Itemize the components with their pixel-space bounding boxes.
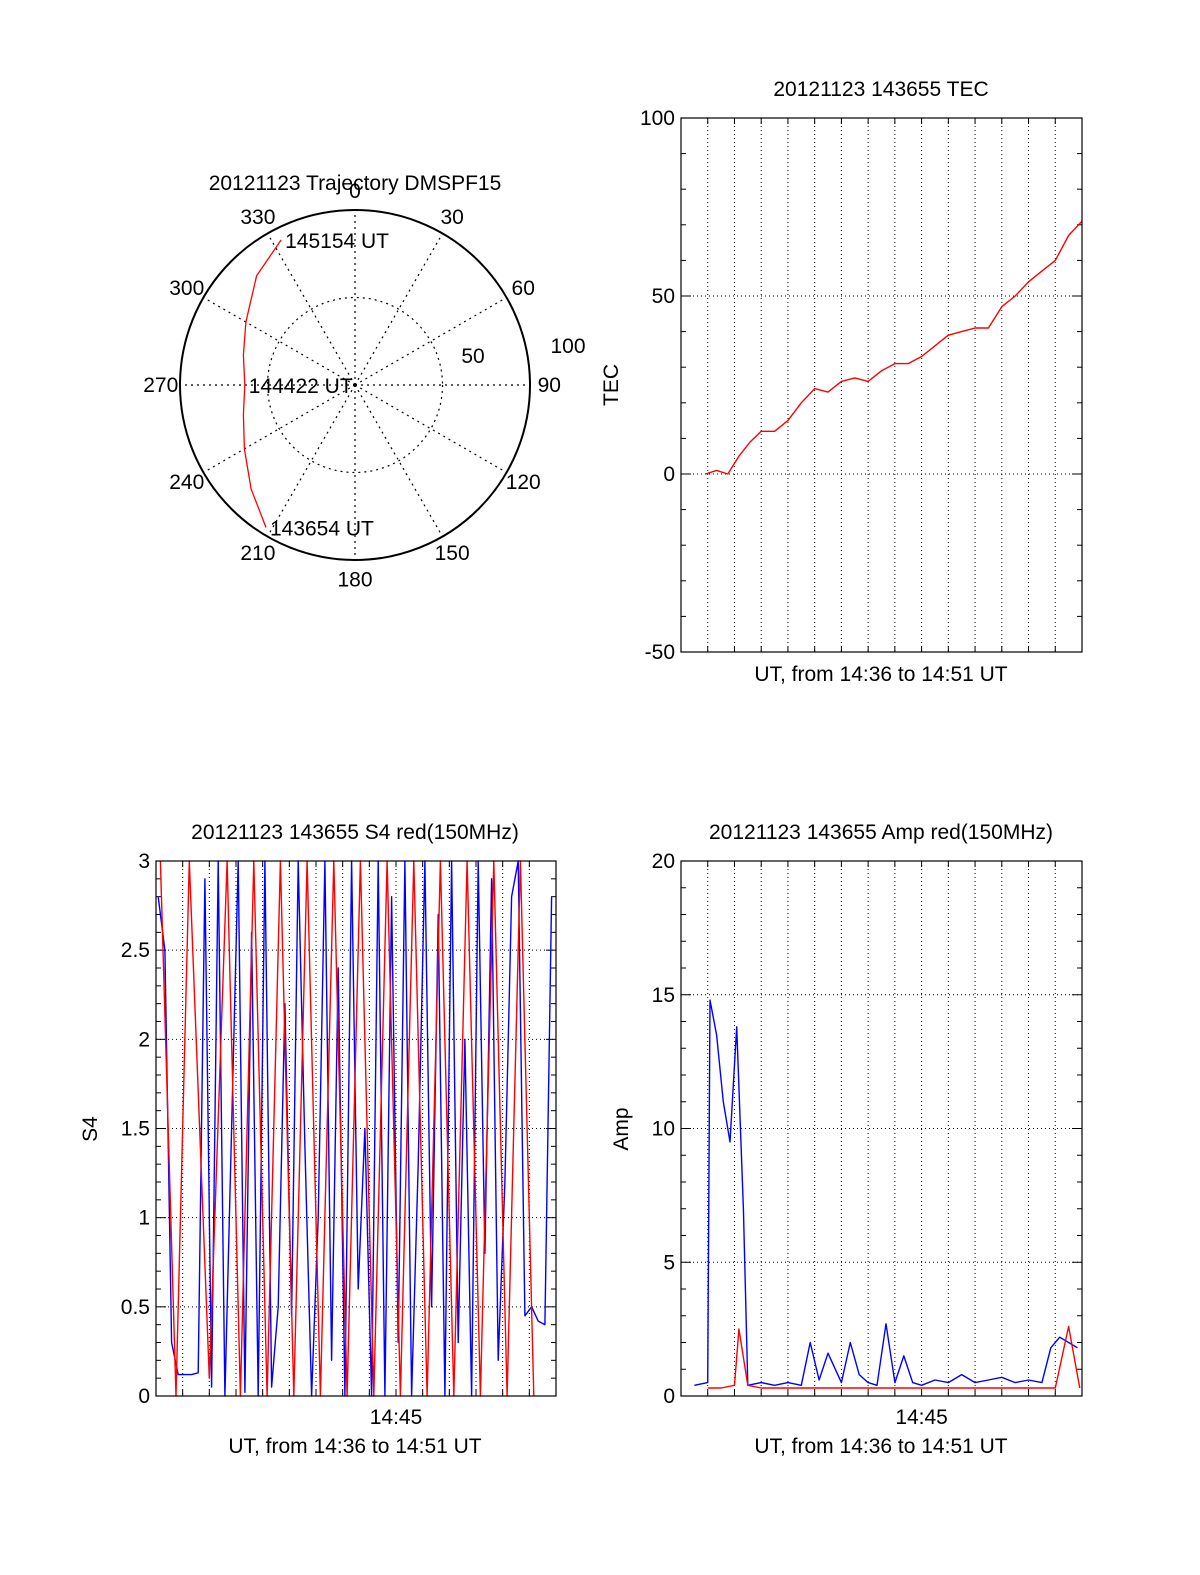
polar-spoke (354, 384, 444, 537)
s4-xlabel: UT, from 14:36 to 14:51 UT (228, 1435, 481, 1458)
polar-spoke (266, 384, 356, 537)
plot-frame (680, 860, 1083, 1397)
tec-panel: 20121123 143655 TEC UT, from 14:36 to 14… (600, 78, 1083, 686)
trajectory-time-label: 144422 UT (249, 375, 353, 398)
trajectory-time-label: 145154 UT (285, 230, 389, 253)
trajectory-panel: 20121123 Trajectory DMSPF15 0 30 60 90 120 15… (143, 172, 585, 591)
series-line (159, 860, 535, 1397)
y-tick-label: 0 (663, 463, 675, 486)
x-tick-label: 14:45 (895, 1406, 948, 1429)
polar-angle-label: 60 (512, 277, 535, 300)
polar-radius-label: 50 (461, 345, 484, 368)
y-tick-label: 5 (663, 1251, 675, 1274)
polar-angle-label: 210 (240, 542, 275, 565)
polar-grid (179, 209, 531, 561)
amp-ylabel: Amp (610, 1107, 633, 1150)
s4-ylabel: S4 (79, 1116, 102, 1142)
polar-spoke (354, 384, 507, 474)
y-tick-label: 1.5 (121, 1118, 150, 1141)
polar-angle-label: 300 (169, 277, 204, 300)
y-tick-label: 100 (640, 107, 675, 130)
tec-plot-area: -50 0 50 100 (640, 107, 1083, 664)
tec-ylabel: TEC (600, 364, 623, 406)
s4-plot-area: 0 0.5 1 1.5 2 2.5 3 14:45 (121, 850, 557, 1429)
y-tick-label: 0 (138, 1385, 150, 1408)
x-tick-label: 14:45 (370, 1406, 423, 1429)
polar-spoke (354, 296, 507, 386)
amp-title: 20121123 143655 Amp red(150MHz) (709, 821, 1053, 844)
polar-spoke (203, 384, 356, 474)
tec-xlabel: UT, from 14:36 to 14:51 UT (754, 663, 1007, 686)
polar-spoke (266, 233, 356, 386)
y-tick-label: 10 (652, 1118, 675, 1141)
y-tick-label: 20 (652, 850, 675, 873)
series-line (694, 999, 1078, 1386)
trajectory-annotations: 145154 UT 144422 UT 143654 UT (249, 230, 389, 540)
y-tick-label: 1 (138, 1207, 150, 1230)
polar-angle-label: 30 (440, 206, 463, 229)
y-tick-label: -50 (645, 641, 675, 664)
polar-spoke (203, 296, 356, 386)
series-line (707, 1325, 1081, 1389)
polar-angle-label: 120 (506, 471, 541, 494)
polar-angle-label: 330 (240, 206, 275, 229)
trajectory-line (242, 239, 282, 528)
polar-angle-label: 90 (538, 374, 561, 397)
s4-title: 20121123 143655 S4 red(150MHz) (191, 821, 519, 844)
plot-frame (680, 117, 1083, 653)
amp-panel: 20121123 143655 Amp red(150MHz) UT, from… (610, 821, 1083, 1458)
tec-title: 20121123 143655 TEC (773, 78, 988, 101)
trajectory-track (242, 239, 282, 528)
polar-spoke (354, 233, 444, 386)
polar-inner-ring (266, 296, 444, 474)
polar-angle-label: 270 (143, 374, 178, 397)
trajectory-time-label: 143654 UT (270, 517, 374, 540)
y-tick-label: 15 (652, 984, 675, 1007)
polar-angle-label: 180 (337, 568, 372, 591)
polar-labels: 0 30 60 90 120 150 180 210 240 270 300 330 50 100 (143, 180, 585, 592)
trajectory-title: 20121123 Trajectory DMSPF15 (209, 172, 502, 195)
amp-plot-area: 0 5 10 15 20 14:45 (652, 850, 1083, 1429)
y-tick-label: 0.5 (121, 1296, 150, 1319)
s4-panel: 20121123 143655 S4 red(150MHz) UT, from … (79, 821, 557, 1458)
polar-angle-label: 240 (169, 471, 204, 494)
y-tick-label: 50 (652, 285, 675, 308)
y-tick-label: 2.5 (121, 939, 150, 962)
polar-angle-label: 150 (435, 542, 470, 565)
y-tick-label: 0 (663, 1385, 675, 1408)
polar-radius-label: 100 (550, 335, 585, 358)
y-tick-label: 2 (138, 1028, 150, 1051)
polar-angle-label: 0 (349, 180, 361, 203)
series-line (705, 220, 1083, 475)
plot-frame (155, 860, 557, 1397)
y-tick-label: 3 (138, 850, 150, 873)
amp-xlabel: UT, from 14:36 to 14:51 UT (754, 1435, 1007, 1458)
